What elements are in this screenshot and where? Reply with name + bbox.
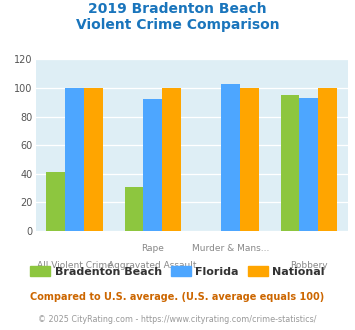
Bar [65,88,84,231]
Text: Aggravated Assault: Aggravated Assault [108,261,197,270]
Text: All Violent Crime: All Violent Crime [37,261,113,270]
Text: Compared to U.S. average. (U.S. average equals 100): Compared to U.S. average. (U.S. average … [31,292,324,302]
Bar [222,84,240,231]
Bar [143,99,162,231]
Legend: Bradenton Beach, Florida, National: Bradenton Beach, Florida, National [26,261,329,281]
Bar [240,88,259,231]
Bar [162,88,181,231]
Text: Robbery: Robbery [290,261,328,270]
Bar [125,187,143,231]
Bar [281,95,300,231]
Text: © 2025 CityRating.com - https://www.cityrating.com/crime-statistics/: © 2025 CityRating.com - https://www.city… [38,315,317,324]
Text: Murder & Mans...: Murder & Mans... [192,244,269,253]
Text: 2019 Bradenton Beach: 2019 Bradenton Beach [88,2,267,16]
Text: Rape: Rape [141,244,164,253]
Text: Violent Crime Comparison: Violent Crime Comparison [76,18,279,32]
Bar [318,88,337,231]
Bar [300,98,318,231]
Bar [47,172,65,231]
Bar [84,88,103,231]
